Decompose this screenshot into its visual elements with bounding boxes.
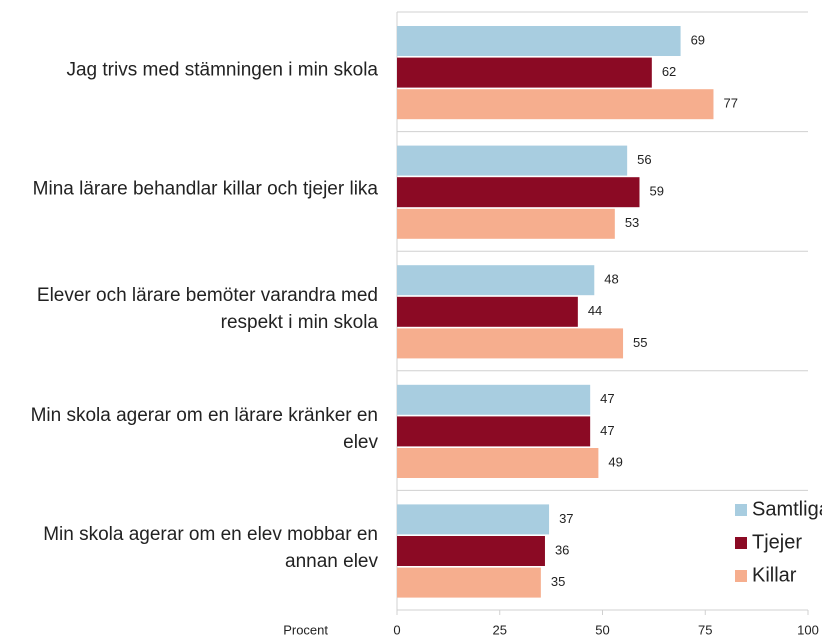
bar xyxy=(397,504,550,535)
legend-swatch xyxy=(735,570,747,582)
value-label: 36 xyxy=(555,542,569,557)
x-tick-label: 75 xyxy=(698,622,712,637)
value-label: 49 xyxy=(608,454,622,469)
legend-label: Samtliga xyxy=(752,498,822,520)
value-label: 47 xyxy=(600,391,614,406)
value-label: 56 xyxy=(637,152,651,167)
value-label: 37 xyxy=(559,511,573,526)
legend-swatch xyxy=(735,504,747,516)
legend-swatch xyxy=(735,537,747,549)
bar xyxy=(397,265,595,296)
bar xyxy=(397,145,628,176)
bar xyxy=(397,448,599,478)
value-label: 53 xyxy=(625,215,639,230)
category-label: Min skola agerar om en elev mobbar en an… xyxy=(43,524,378,573)
category-label: Jag trivs med stämningen i min skola xyxy=(66,59,378,81)
bar xyxy=(397,296,578,327)
legend-label: Killar xyxy=(752,564,797,586)
bar xyxy=(397,536,545,566)
bar xyxy=(397,567,541,598)
value-label: 44 xyxy=(588,303,602,318)
value-label: 47 xyxy=(600,423,614,438)
value-label: 59 xyxy=(649,184,663,199)
value-label: 62 xyxy=(662,64,676,79)
x-tick-label: 100 xyxy=(797,622,819,637)
bar xyxy=(397,26,681,56)
value-label: 69 xyxy=(691,32,705,47)
value-label: 77 xyxy=(723,96,737,111)
legend-label: Tjejer xyxy=(752,531,802,553)
bar xyxy=(397,384,591,415)
x-tick-label: 0 xyxy=(393,622,400,637)
bar xyxy=(397,208,615,239)
bar xyxy=(397,57,652,88)
x-tick-label: 25 xyxy=(493,622,507,637)
bar xyxy=(397,328,624,359)
x-axis-label: Procent xyxy=(283,622,328,637)
bar xyxy=(397,89,714,120)
category-label: Mina lärare behandlar killar och tjejer … xyxy=(32,178,378,200)
category-label: Min skola agerar om en lärare kränker en… xyxy=(30,404,378,453)
value-label: 35 xyxy=(551,574,565,589)
value-label: 55 xyxy=(633,335,647,350)
bar xyxy=(397,177,640,208)
category-label: Elever och lärare bemöter varandra med r… xyxy=(36,285,378,333)
x-tick-label: 50 xyxy=(595,622,609,637)
value-label: 48 xyxy=(604,272,618,287)
bar xyxy=(397,416,591,447)
